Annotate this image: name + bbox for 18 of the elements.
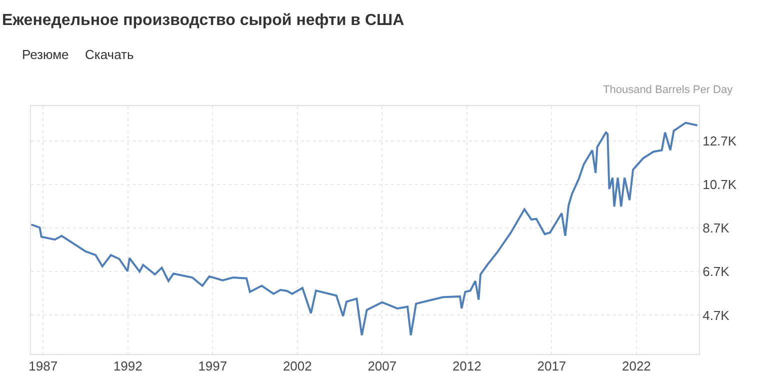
- y-tick-label: 6.7K: [702, 264, 730, 280]
- x-tick-label: 2012: [452, 358, 482, 374]
- y-tick-label: 4.7K: [702, 308, 730, 323]
- x-tick-label: 1997: [198, 358, 228, 374]
- x-tick-label: 2022: [622, 358, 651, 374]
- y-tick-label: 10.7K: [702, 177, 737, 192]
- x-tick-label: 1992: [113, 358, 142, 374]
- y-tick-label: 12.7K: [702, 133, 737, 148]
- chart-title: Еженедельное производство сырой нефти в США: [2, 12, 405, 29]
- y-tick-label: 8.7K: [702, 220, 730, 236]
- x-tick-label: 2007: [368, 358, 397, 374]
- line-series: [31, 122, 698, 336]
- x-tick-label: 1987: [28, 358, 58, 374]
- y-axis-title: Thousand Barrels Per Day: [603, 84, 734, 96]
- text: Скачать: [85, 47, 134, 62]
- x-tick-label: 2017: [537, 358, 566, 374]
- x-tick-label: 2002: [282, 358, 312, 374]
- text: Резюме: [22, 47, 69, 62]
